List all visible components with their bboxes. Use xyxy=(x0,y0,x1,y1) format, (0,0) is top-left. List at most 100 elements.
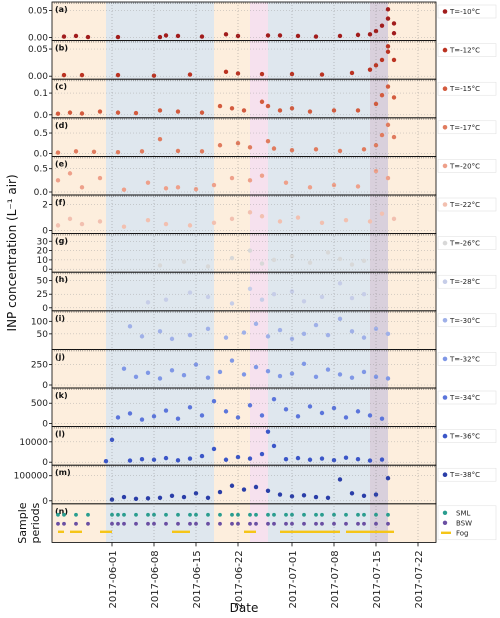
bsw-point xyxy=(188,521,192,526)
data-point xyxy=(145,180,151,185)
legend-marker xyxy=(442,9,448,14)
y-tick-label: 0 xyxy=(42,458,48,468)
data-point xyxy=(145,217,151,223)
data-point xyxy=(115,149,121,155)
data-point xyxy=(355,456,361,462)
data-point xyxy=(253,321,259,327)
data-point xyxy=(127,411,133,416)
legend-marker xyxy=(442,433,448,439)
data-point xyxy=(157,108,163,113)
data-point xyxy=(391,21,397,26)
y-tick-label: 20 xyxy=(37,247,49,257)
data-point xyxy=(319,410,325,416)
data-point xyxy=(343,455,349,460)
data-point xyxy=(289,253,295,259)
legend-box xyxy=(437,4,497,19)
data-point xyxy=(199,453,205,459)
data-point xyxy=(385,122,391,128)
data-point xyxy=(307,457,313,462)
data-point xyxy=(349,295,355,301)
data-point xyxy=(343,217,349,223)
bsw-point xyxy=(86,521,90,526)
bsw-point xyxy=(356,521,360,526)
bsw-point xyxy=(266,521,270,526)
panel-label: (c) xyxy=(55,82,67,91)
x-axis-title: Date xyxy=(230,601,259,615)
panel-n: (n) SML BSW Fog xyxy=(51,503,497,543)
data-point xyxy=(349,70,355,76)
bsw-point xyxy=(116,521,120,526)
data-point xyxy=(301,299,307,304)
legend-marker xyxy=(442,240,448,246)
data-point xyxy=(259,261,265,266)
legend-label: T=-22°C xyxy=(449,201,480,209)
data-point xyxy=(229,106,235,111)
data-point xyxy=(193,491,199,496)
data-point xyxy=(247,210,253,215)
data-point xyxy=(229,301,235,306)
legend-box xyxy=(437,81,497,96)
data-point xyxy=(259,71,265,77)
data-point xyxy=(355,108,361,113)
panel-label: (l) xyxy=(55,430,65,439)
data-point xyxy=(67,171,73,176)
y-tick-label: 100 xyxy=(31,317,48,327)
data-point xyxy=(181,494,187,500)
data-point xyxy=(313,374,319,380)
sml-point xyxy=(134,512,138,517)
data-point xyxy=(175,416,181,421)
legend-marker xyxy=(442,163,448,169)
bsw-point xyxy=(62,521,66,526)
y-tick-label: 0.00 xyxy=(28,72,48,82)
bsw-point xyxy=(254,521,258,526)
data-point xyxy=(187,223,193,228)
bsw-point xyxy=(176,521,180,526)
data-point xyxy=(325,495,331,500)
data-point xyxy=(247,248,253,253)
sml-point xyxy=(236,512,240,517)
data-point xyxy=(379,211,385,216)
data-point xyxy=(301,331,307,337)
data-point xyxy=(349,262,355,267)
sml-point xyxy=(116,512,120,517)
data-point xyxy=(67,216,73,222)
data-point xyxy=(97,109,103,114)
legend-label: Fog xyxy=(456,529,469,537)
data-point xyxy=(169,368,175,373)
data-point xyxy=(373,168,379,174)
data-point xyxy=(319,72,325,77)
data-point xyxy=(97,175,103,181)
data-point xyxy=(337,256,343,262)
data-point xyxy=(361,292,367,297)
data-point xyxy=(265,488,271,493)
bsw-point xyxy=(206,521,210,526)
sample-periods-ylabel: periods xyxy=(29,502,42,543)
y-tick-label: 0 xyxy=(42,227,48,237)
bsw-point xyxy=(110,521,114,526)
data-point xyxy=(313,147,319,152)
sml-point xyxy=(74,512,78,517)
panel-m: 0 100000 (m) T=-38°C xyxy=(14,464,497,507)
data-point xyxy=(145,496,151,501)
legend-marker xyxy=(442,47,448,53)
legend-box xyxy=(437,120,497,135)
y-tick-label: 0 xyxy=(42,304,48,314)
y-tick-label: 0.5 xyxy=(34,129,48,139)
data-point xyxy=(385,84,391,89)
data-point xyxy=(385,376,391,381)
data-point xyxy=(319,220,325,225)
data-point xyxy=(367,458,373,463)
data-point xyxy=(361,369,367,375)
sml-point xyxy=(332,512,336,517)
data-point xyxy=(211,220,217,225)
data-point xyxy=(241,108,247,113)
x-tick-label: 2017-06-15 xyxy=(192,550,203,608)
sml-point xyxy=(254,512,258,517)
data-point xyxy=(85,34,91,40)
sml-point xyxy=(356,512,360,517)
panel-a: 0.00 0.05 (a) T=-10°C xyxy=(28,1,497,44)
data-point xyxy=(373,374,379,380)
bsw-point xyxy=(302,521,306,526)
data-point xyxy=(79,185,85,190)
data-point xyxy=(391,95,397,100)
